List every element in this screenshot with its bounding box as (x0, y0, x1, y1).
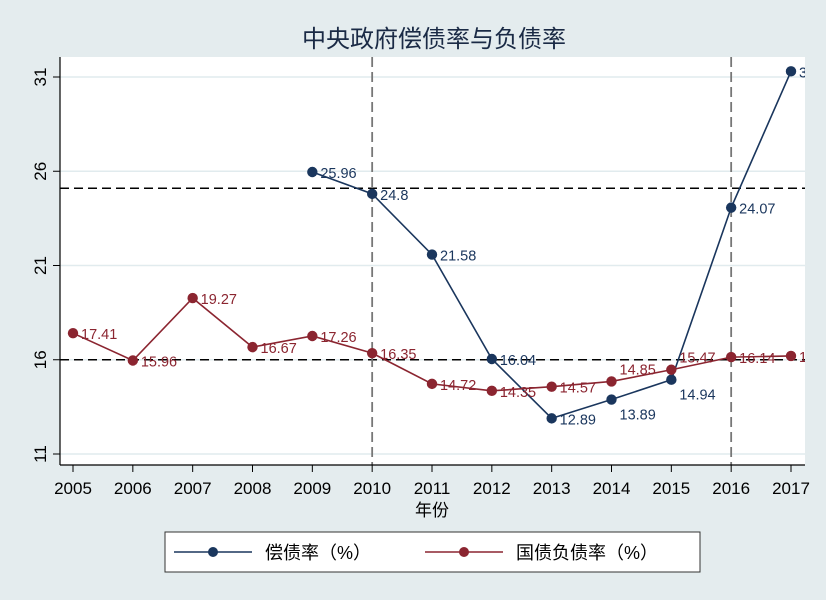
data-label: 31.3 (799, 65, 826, 81)
y-tick-label: 26 (31, 162, 50, 181)
data-label: 14.57 (560, 381, 596, 397)
data-label: 14.85 (620, 362, 656, 378)
x-tick-label: 2010 (353, 479, 391, 498)
x-tick-label: 2014 (593, 479, 631, 498)
data-point (127, 355, 139, 366)
data-point (486, 353, 498, 365)
x-tick-label: 2007 (174, 479, 212, 498)
x-tick-label: 2005 (54, 479, 92, 498)
x-tick-label: 2013 (533, 479, 571, 498)
x-tick-label: 2017 (772, 479, 810, 498)
data-point (546, 413, 557, 424)
y-tick-label: 31 (31, 68, 50, 87)
data-label: 15.47 (679, 351, 715, 367)
data-label: 12.89 (560, 412, 596, 428)
data-point (366, 188, 378, 200)
data-point (546, 381, 557, 392)
x-tick-label: 2012 (473, 479, 511, 498)
data-point (426, 378, 438, 390)
data-point (307, 166, 318, 178)
data-label: 16.14 (739, 351, 775, 367)
x-tick-label: 2006 (114, 479, 152, 498)
y-tick-label: 21 (31, 256, 50, 275)
plot-area (60, 57, 805, 465)
data-point (187, 292, 198, 304)
data-label: 21.58 (440, 249, 476, 265)
data-label: 24.8 (380, 188, 408, 204)
data-label: 16.67 (261, 341, 297, 357)
data-label: 14.35 (500, 385, 536, 401)
data-label: 15.96 (141, 355, 177, 371)
x-axis-label: 年份 (415, 501, 449, 520)
data-label: 16.04 (500, 353, 536, 369)
data-point (366, 347, 378, 359)
data-point (785, 66, 797, 77)
data-point (426, 249, 438, 260)
x-tick-label: 2008 (234, 479, 272, 498)
data-label: 16.2 (799, 350, 826, 366)
x-tick-label: 2009 (293, 479, 331, 498)
data-point (725, 351, 737, 363)
x-tick-label: 2011 (414, 479, 451, 498)
data-label: 14.72 (440, 378, 476, 394)
data-label: 17.26 (320, 330, 356, 346)
data-point (606, 394, 617, 405)
data-point (67, 327, 79, 339)
data-point (725, 202, 737, 213)
data-label: 24.07 (739, 202, 775, 218)
data-label: 17.41 (81, 327, 117, 343)
y-tick-label: 11 (31, 445, 50, 463)
data-point (785, 350, 797, 362)
data-point (247, 341, 258, 353)
chart-title: 中央政府偿债率与负债率 (302, 26, 566, 53)
data-label: 13.89 (620, 408, 656, 424)
data-label: 25.96 (320, 166, 356, 182)
legend-marker-debt-ratio (459, 547, 469, 557)
data-point (606, 376, 617, 387)
legend-marker-debt-service (208, 547, 218, 557)
data-label: 16.35 (380, 347, 416, 363)
legend-label-debt-service: 偿债率（%） (265, 543, 371, 563)
data-label: 19.27 (201, 292, 237, 308)
y-tick-label: 16 (31, 350, 50, 369)
data-point (666, 364, 677, 375)
data-point (486, 385, 498, 397)
x-tick-label: 2015 (652, 479, 690, 498)
legend-label-debt-ratio: 国债负债率（%） (516, 543, 658, 563)
x-tick-label: 2016 (712, 479, 750, 498)
data-point (307, 330, 318, 342)
data-label: 14.94 (679, 388, 715, 404)
data-point (666, 374, 677, 385)
legend: 偿债率（%） 国债负债率（%） (164, 531, 701, 573)
